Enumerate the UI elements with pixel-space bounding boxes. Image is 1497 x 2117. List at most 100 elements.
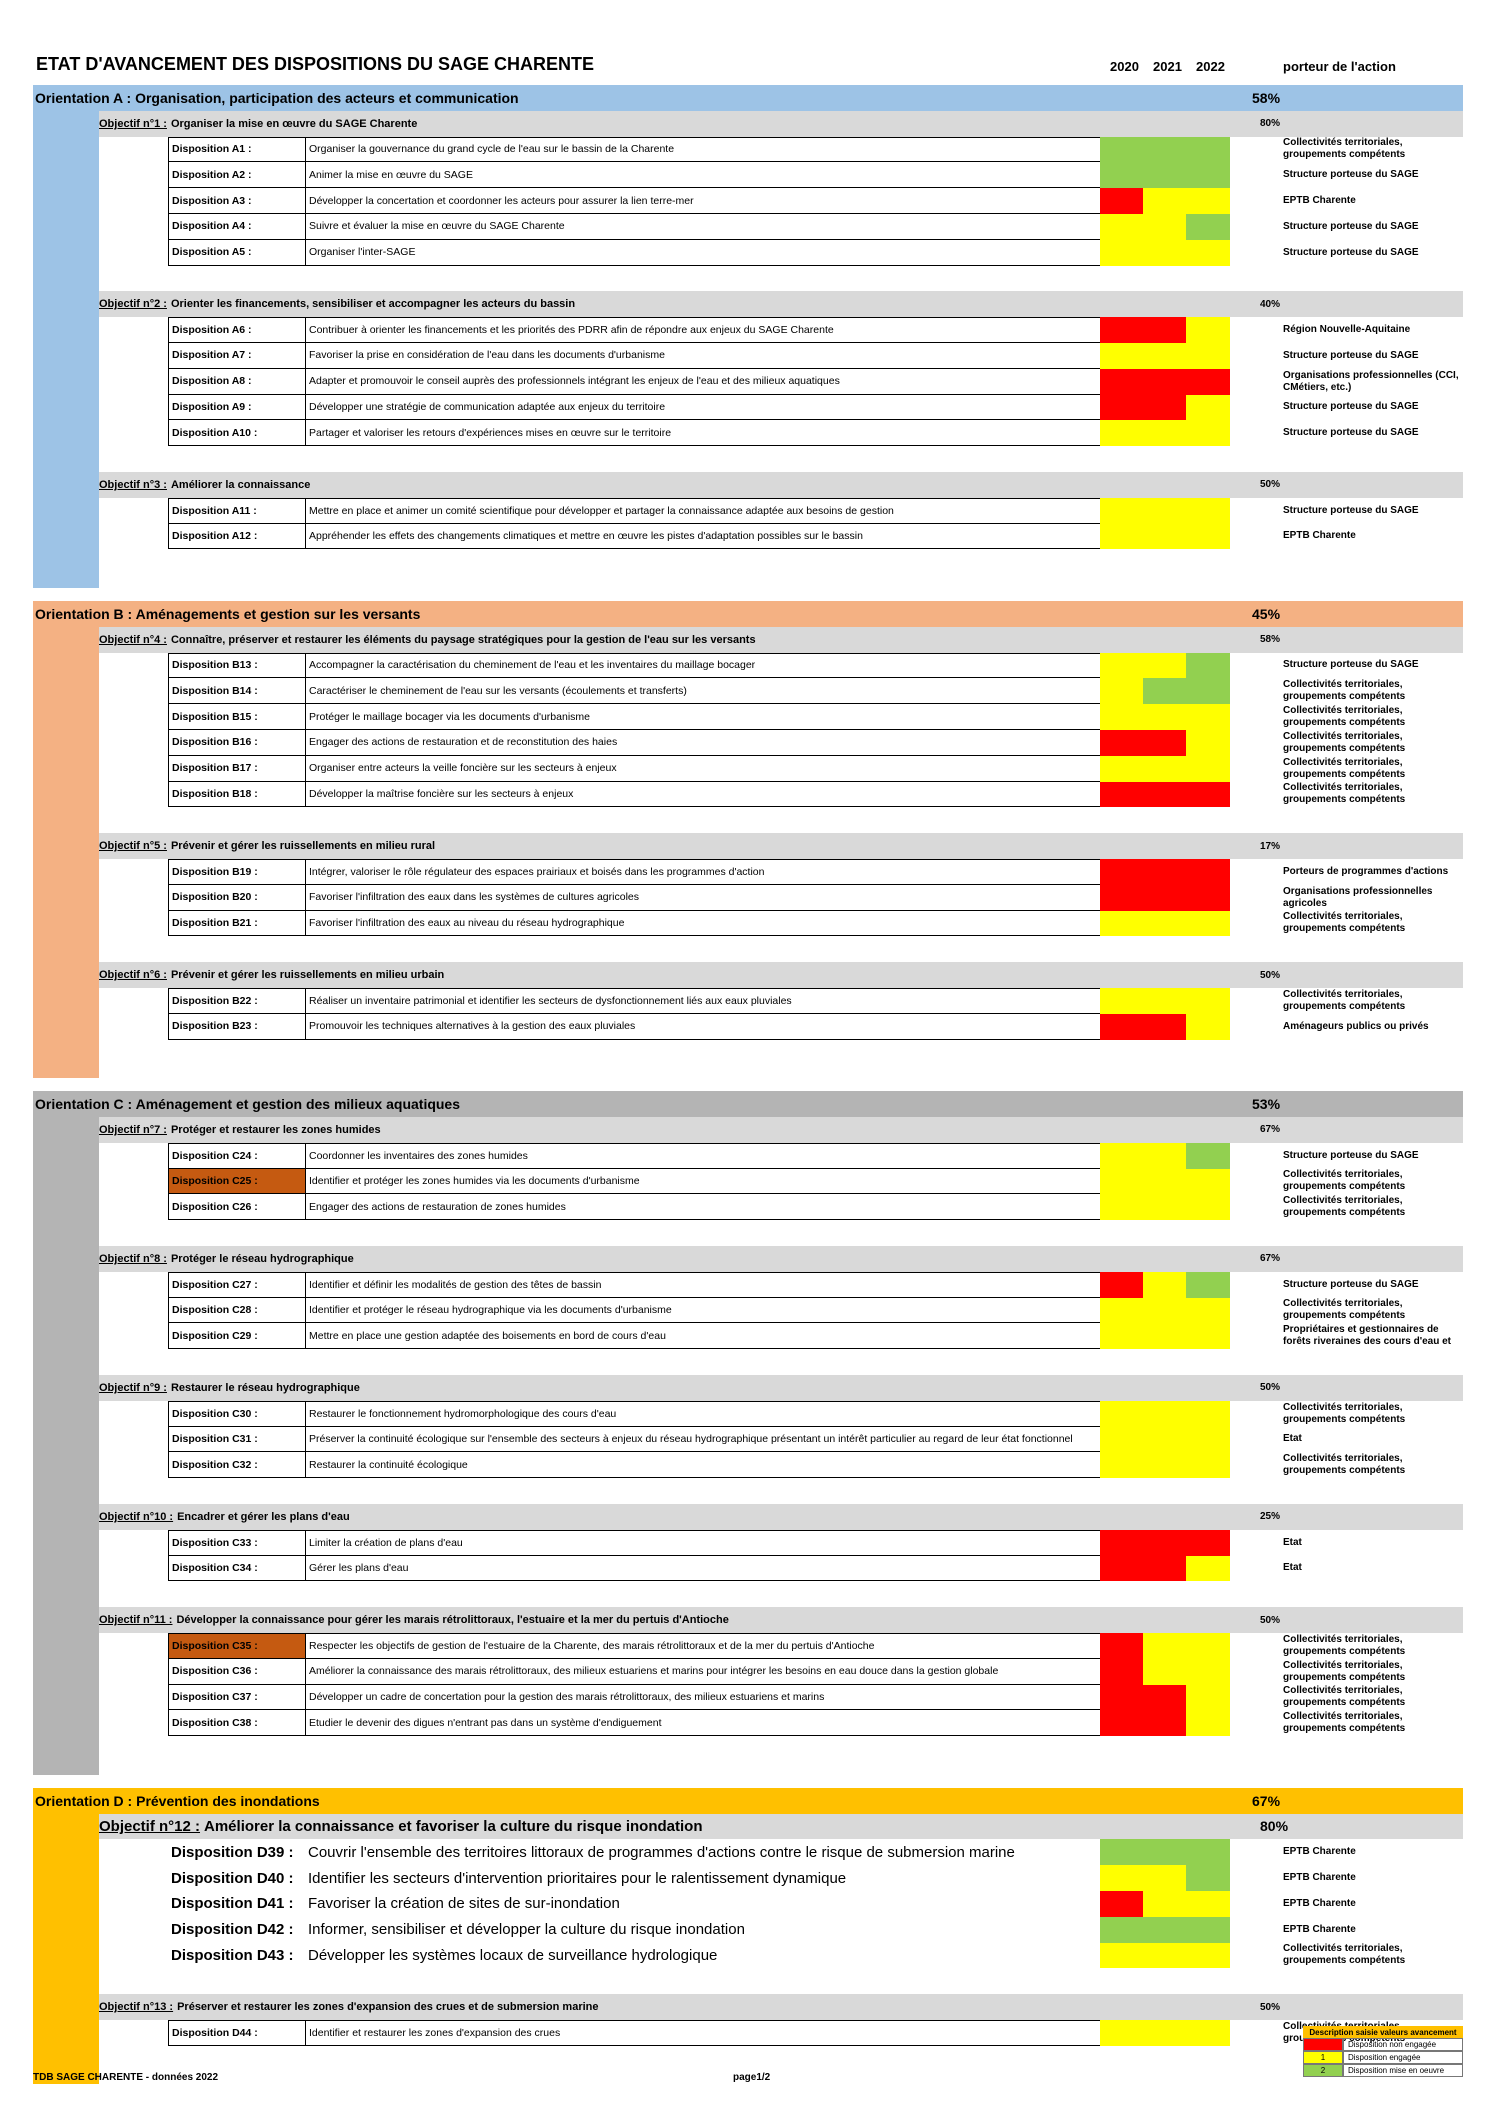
disposition-text: Identifier les secteurs d'intervention p… (308, 1869, 847, 1887)
porteur: Collectivités territoriales, groupements… (1283, 1633, 1406, 1657)
disposition-text: Suivre et évaluer la mise en œuvre du SA… (305, 214, 1100, 240)
status-cell (1100, 343, 1144, 369)
disposition-text: Respecter les objectifs de gestion de l'… (305, 1633, 1100, 1659)
status-cell (1186, 1194, 1230, 1221)
status-cell (1186, 162, 1230, 189)
status-cell (1143, 1839, 1187, 1866)
legend-swatch (1303, 2038, 1343, 2051)
disposition-row: Disposition C31 : Préserver la continuité… (0, 1426, 1497, 1453)
disposition-row: Disposition A4 : Suivre et évaluer la mis… (0, 214, 1497, 240)
porteur: Collectivités territoriales, groupements… (1283, 911, 1406, 935)
disposition-code: Disposition C27 : (168, 1271, 305, 1298)
disposition-text: Favoriser la création de sites de sur-in… (308, 1895, 620, 1913)
disposition-text: Coordonner les inventaires des zones hum… (305, 1142, 1100, 1169)
objective-percent: 25% (1260, 1511, 1281, 1523)
disposition-code: Disposition C36 : (168, 1658, 305, 1685)
year-header: 2021 (1153, 59, 1182, 74)
disposition-code: Disposition A4 : (168, 214, 305, 240)
status-cell (1143, 1323, 1187, 1350)
disposition-row: Disposition A7 : Favoriser la prise en co… (0, 343, 1497, 369)
status-cell (1186, 317, 1230, 343)
disposition-text: Animer la mise en œuvre du SAGE (305, 162, 1100, 189)
status-cell (1100, 730, 1144, 756)
status-cell (1143, 859, 1187, 885)
objective-row: Objectif n°1 : Organiser la mise en œuvre… (99, 110, 1463, 137)
disposition-row: Disposition B18 : Développer la maîtrise … (0, 781, 1497, 808)
status-cell (1186, 1916, 1230, 1943)
porteur: Collectivités territoriales, groupements… (1283, 137, 1406, 161)
porteur: Organisations professionnelles agricoles (1283, 885, 1433, 909)
disposition-text: Réaliser un inventaire patrimonial et id… (305, 988, 1100, 1014)
status-cell (1186, 730, 1230, 756)
disposition-code: Disposition D43 : (171, 1946, 294, 1964)
status-cell (1100, 1710, 1144, 1737)
status-cell (1143, 1942, 1187, 1969)
disposition-row: Disposition C26 : Engager des actions de … (0, 1194, 1497, 1221)
status-cell (1186, 1658, 1230, 1685)
status-cell (1100, 910, 1144, 937)
status-cell (1100, 188, 1144, 214)
disposition-code: Disposition A3 : (168, 188, 305, 214)
status-cell (1186, 1839, 1230, 1866)
disposition-row: Disposition A3 : Développer la concertati… (0, 188, 1497, 214)
porteur: EPTB Charente (1283, 1923, 1356, 1935)
disposition-text: Organiser entre acteurs la veille fonciè… (305, 755, 1100, 782)
disposition-row: Disposition B20 : Favoriser l'infiltratio… (0, 884, 1497, 911)
status-cell (1100, 859, 1144, 885)
status-cell (1143, 1013, 1187, 1040)
status-cell (1100, 704, 1144, 730)
disposition-text: Contribuer à orienter les financements e… (305, 317, 1100, 343)
status-cell (1143, 988, 1187, 1014)
status-cell (1100, 1426, 1144, 1453)
orientation-percent: 53% (1252, 1096, 1281, 1113)
legend-label: Disposition mise en oeuvre (1343, 2064, 1463, 2077)
status-cell (1143, 910, 1187, 937)
objective-label: Objectif n°12 : (99, 1817, 201, 1835)
status-cell (1100, 162, 1144, 189)
objective-percent: 40% (1260, 298, 1281, 310)
porteur: Collectivités territoriales, groupements… (1283, 705, 1406, 729)
objective-label: Objectif n°7 : (99, 1123, 167, 1136)
status-cell (1100, 1658, 1144, 1685)
status-cell (1186, 1633, 1230, 1659)
disposition-text: Identifier et restaurer les zones d'expa… (305, 2020, 1100, 2046)
disposition-code: Disposition C32 : (168, 1452, 305, 1479)
porteur: Propriétaires et gestionnaires de forêts… (1283, 1324, 1452, 1348)
status-cell (1100, 394, 1144, 421)
disposition-row: Disposition A12 : Appréhender les effets … (0, 523, 1497, 550)
disposition-code: Disposition C33 : (168, 1529, 305, 1556)
disposition-row: Disposition D44 : Identifier et restaurer… (0, 2020, 1497, 2046)
disposition-text: Développer la concertation et coordonner… (305, 188, 1100, 214)
disposition-code: Disposition A10 : (168, 420, 305, 447)
porteur: EPTB Charente (1283, 1897, 1356, 1909)
year-header: 2022 (1196, 59, 1225, 74)
status-cell (1143, 652, 1187, 679)
status-cell (1143, 239, 1187, 266)
porteur: Structure porteuse du SAGE (1283, 169, 1419, 181)
status-cell (1186, 368, 1230, 395)
status-cell (1143, 1297, 1187, 1324)
objective-row: Objectif n°10 : Encadrer et gérer les pla… (99, 1504, 1463, 1530)
porteur: Organisations professionnelles (CCI, CMé… (1283, 369, 1459, 393)
status-cell (1143, 1865, 1187, 1891)
orientation-row: Orientation D : Prévention des inondatio… (33, 1787, 1463, 1814)
porteur: Structure porteuse du SAGE (1283, 349, 1419, 361)
status-cell (1100, 497, 1144, 524)
disposition-row: Disposition C30 : Restaurer le fonctionne… (0, 1400, 1497, 1427)
objective-title: Restaurer le réseau hydrographique (170, 1381, 360, 1394)
status-cell (1100, 1194, 1144, 1221)
status-cell (1100, 988, 1144, 1014)
porteur: Collectivités territoriales, groupements… (1283, 1195, 1406, 1219)
porteur: Structure porteuse du SAGE (1283, 246, 1419, 258)
status-cell (1143, 755, 1187, 782)
disposition-code: Disposition C28 : (168, 1297, 305, 1324)
status-cell (1100, 239, 1144, 266)
disposition-row: Disposition D40 : Identifier les secteurs… (0, 1865, 1497, 1891)
disposition-row: Disposition A2 : Animer la mise en œuvre … (0, 162, 1497, 189)
disposition-code: Disposition B14 : (168, 678, 305, 705)
disposition-text: Engager des actions de restauration et d… (305, 730, 1100, 756)
disposition-code: Disposition A7 : (168, 343, 305, 369)
disposition-code: Disposition C25 : (168, 1168, 305, 1195)
objective-title: Connaître, préserver et restaurer les él… (170, 633, 756, 646)
disposition-text: Intégrer, valoriser le rôle régulateur d… (305, 859, 1100, 885)
